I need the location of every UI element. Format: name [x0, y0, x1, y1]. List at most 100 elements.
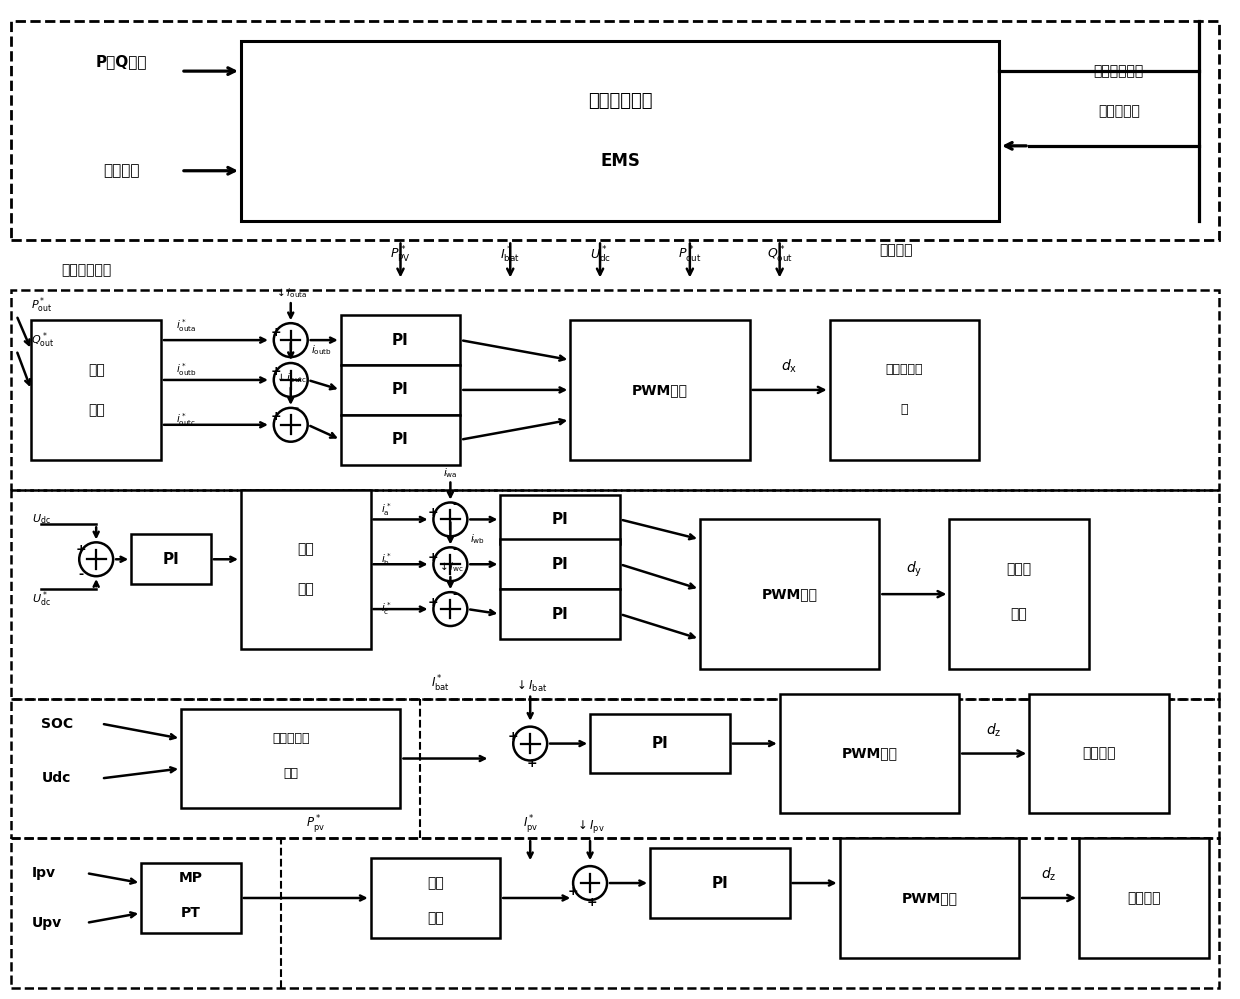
Bar — [699, 519, 879, 669]
Text: 非线性控制: 非线性控制 — [272, 732, 310, 745]
Text: Udc: Udc — [41, 771, 71, 785]
Text: PWM调制: PWM调制 — [901, 891, 957, 905]
Text: -: - — [293, 403, 299, 416]
Text: 计算: 计算 — [427, 911, 444, 925]
Text: $U^*_{\rm dc}$: $U^*_{\rm dc}$ — [32, 589, 51, 609]
Text: PI: PI — [552, 606, 568, 621]
Circle shape — [274, 323, 308, 357]
Bar — [780, 693, 960, 813]
Bar — [570, 321, 750, 460]
Bar — [241, 41, 999, 221]
Circle shape — [434, 547, 467, 581]
Text: +: + — [270, 326, 281, 339]
Text: 口: 口 — [900, 404, 908, 417]
Text: 计算: 计算 — [298, 582, 314, 596]
Text: PI: PI — [162, 551, 180, 566]
Text: $i^*_{\rm outb}$: $i^*_{\rm outb}$ — [176, 362, 197, 379]
Bar — [11, 698, 1219, 838]
Text: PI: PI — [651, 736, 668, 751]
Bar — [500, 495, 620, 544]
Text: $i^*_{\rm a}$: $i^*_{\rm a}$ — [381, 501, 391, 517]
Text: -: - — [293, 358, 299, 371]
Bar — [241, 490, 371, 649]
Bar — [371, 858, 500, 938]
Text: -: - — [453, 542, 458, 555]
Bar — [11, 838, 1219, 988]
Circle shape — [274, 363, 308, 397]
Text: $i^*_{\rm outc}$: $i^*_{\rm outc}$ — [176, 412, 196, 429]
Text: $I^*_{\rm bat}$: $I^*_{\rm bat}$ — [501, 245, 520, 266]
Text: PI: PI — [552, 556, 568, 571]
Text: +: + — [428, 505, 439, 518]
Text: -: - — [453, 587, 458, 600]
Text: 电池状态: 电池状态 — [103, 163, 139, 178]
Text: Upv: Upv — [31, 916, 62, 930]
Text: $\downarrow i_{\rm wc}$: $\downarrow i_{\rm wc}$ — [436, 560, 464, 574]
Text: 电流: 电流 — [427, 876, 444, 890]
Circle shape — [434, 592, 467, 626]
Text: $P^*_{\rm out}$: $P^*_{\rm out}$ — [31, 296, 52, 315]
Bar — [650, 848, 790, 918]
Text: $U_{\rm dc}$: $U_{\rm dc}$ — [32, 512, 51, 526]
Text: $Q^*_{\rm out}$: $Q^*_{\rm out}$ — [31, 331, 55, 350]
Text: $P^*_{\rm PV}$: $P^*_{\rm PV}$ — [391, 246, 410, 266]
Text: -: - — [453, 498, 458, 510]
Text: 光伏端口: 光伏端口 — [1127, 891, 1161, 905]
Text: +: + — [568, 884, 578, 897]
Text: EMS: EMS — [600, 152, 640, 170]
Text: PWM调制: PWM调制 — [761, 587, 817, 601]
Text: -: - — [293, 318, 299, 331]
Text: SOC: SOC — [41, 716, 73, 730]
Text: 流、故障等: 流、故障等 — [1097, 104, 1140, 118]
Text: -: - — [78, 567, 84, 580]
Bar — [500, 589, 620, 639]
Circle shape — [79, 542, 113, 576]
Text: $U^*_{\rm dc}$: $U^*_{\rm dc}$ — [589, 245, 610, 266]
Text: $Q^*_{\rm out}$: $Q^*_{\rm out}$ — [766, 246, 792, 266]
Bar — [141, 863, 241, 933]
Text: 计算: 计算 — [88, 403, 104, 417]
Text: $i^*_{\rm c}$: $i^*_{\rm c}$ — [381, 600, 391, 617]
Bar — [341, 415, 460, 465]
Text: MP: MP — [179, 871, 203, 885]
Bar — [950, 519, 1089, 669]
Bar — [341, 365, 460, 415]
Bar — [1079, 838, 1209, 958]
Text: $i^*_{\rm b}$: $i^*_{\rm b}$ — [381, 550, 391, 567]
Text: $\downarrow i_{\rm outa}$: $\downarrow i_{\rm outa}$ — [274, 287, 308, 301]
Text: $\downarrow i_{\rm outc}$: $\downarrow i_{\rm outc}$ — [274, 372, 308, 385]
Bar — [500, 539, 620, 589]
Text: 策略: 策略 — [283, 767, 299, 780]
Text: 指令: 指令 — [88, 363, 104, 377]
Text: PI: PI — [392, 433, 409, 448]
Bar — [31, 321, 161, 460]
Text: 下层闭环控制: 下层闭环控制 — [61, 264, 112, 278]
Text: +: + — [527, 757, 537, 770]
Text: $d_{\rm z}$: $d_{\rm z}$ — [987, 721, 1002, 738]
Text: +: + — [270, 366, 281, 379]
Circle shape — [274, 408, 308, 442]
Text: +: + — [508, 730, 518, 743]
Text: $i_{\rm outb}$: $i_{\rm outb}$ — [311, 344, 331, 357]
Text: P、Q指令: P、Q指令 — [95, 54, 146, 69]
Bar — [1029, 693, 1169, 813]
Text: PI: PI — [552, 511, 568, 526]
Bar — [11, 490, 1219, 698]
Text: +: + — [270, 411, 281, 424]
Text: 端口: 端口 — [1011, 607, 1028, 621]
Text: $d_{\rm x}$: $d_{\rm x}$ — [781, 358, 797, 375]
Bar — [181, 708, 401, 808]
Text: $i^*_{\rm outa}$: $i^*_{\rm outa}$ — [176, 317, 196, 334]
Bar — [830, 321, 980, 460]
Text: $I^*_{\rm bat}$: $I^*_{\rm bat}$ — [432, 673, 450, 693]
Text: $d_{\rm y}$: $d_{\rm y}$ — [906, 559, 923, 579]
Text: PI: PI — [712, 875, 728, 890]
Text: $i_{\rm wa}$: $i_{\rm wa}$ — [443, 466, 458, 480]
Text: $\downarrow I_{\rm bat}$: $\downarrow I_{\rm bat}$ — [513, 678, 547, 693]
Text: 小水电: 小水电 — [1007, 562, 1032, 576]
Text: $d_{\rm z}$: $d_{\rm z}$ — [1042, 866, 1056, 883]
Text: $P^*_{\rm out}$: $P^*_{\rm out}$ — [678, 246, 702, 266]
Text: PI: PI — [392, 383, 409, 398]
Text: +: + — [76, 542, 87, 555]
Text: 端口电压、电: 端口电压、电 — [1094, 64, 1145, 78]
